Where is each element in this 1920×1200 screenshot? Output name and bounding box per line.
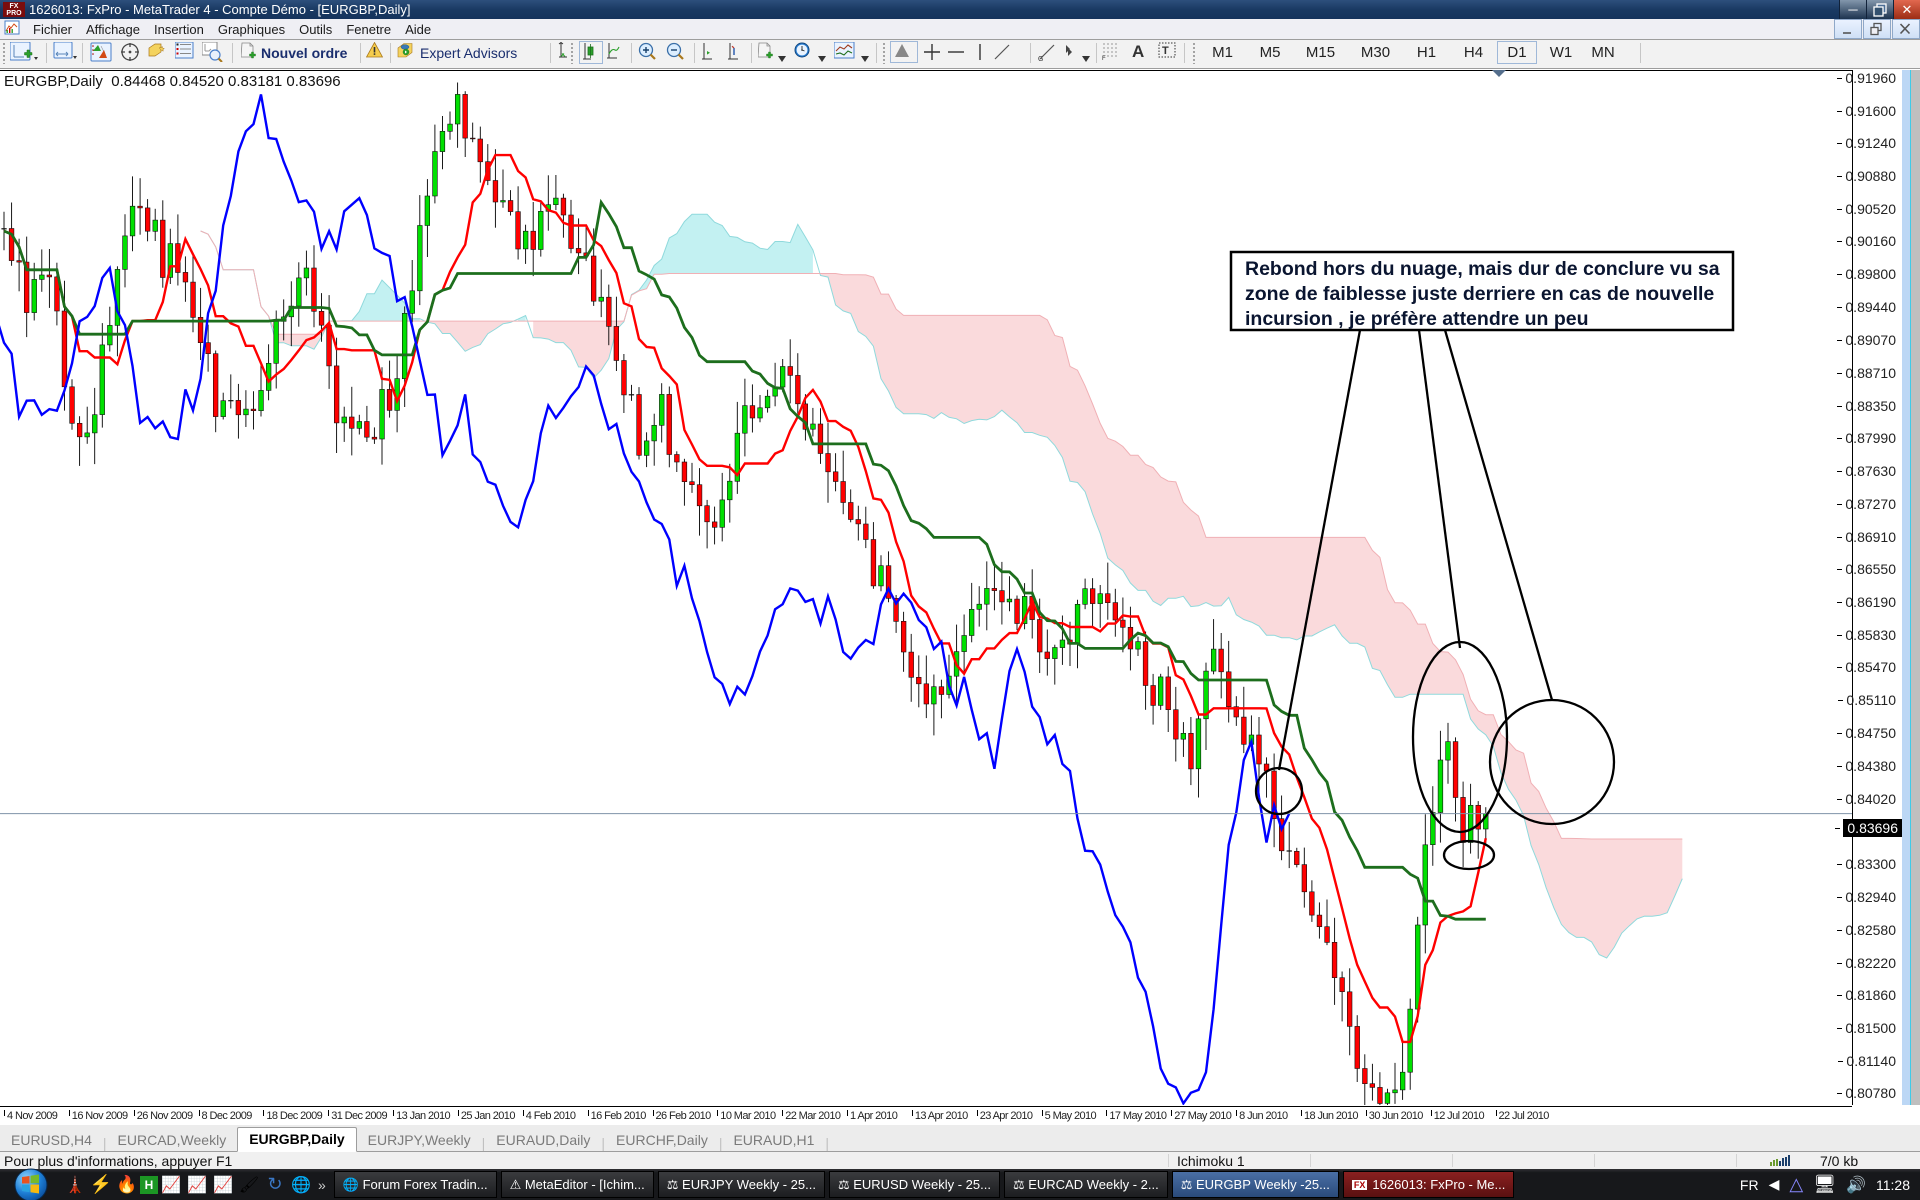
svg-text:Rebond hors du nuage, mais dur: Rebond hors du nuage, mais dur de conclu… <box>1245 258 1720 280</box>
svg-text:zone de faiblesse juste derrie: zone de faiblesse juste derriere en cas … <box>1245 283 1714 305</box>
svg-text:incursion , je préfère attendr: incursion , je préfère attendre un peu <box>1245 308 1589 330</box>
svg-text:F: F <box>1102 56 1106 60</box>
svg-text:G: G <box>1038 56 1043 62</box>
svg-text:T: T <box>1162 45 1169 57</box>
